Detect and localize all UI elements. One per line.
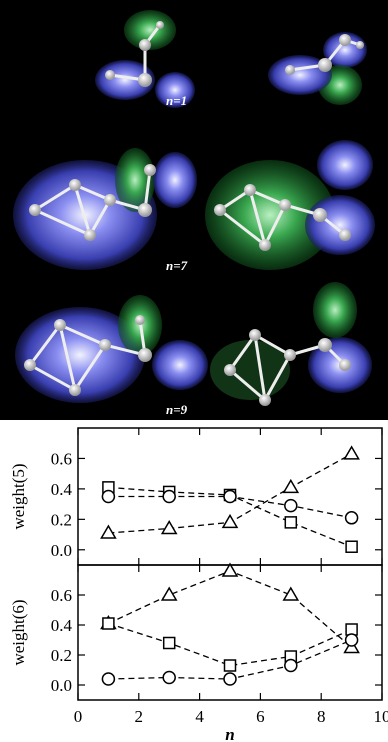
y-tick-label: 0.0 bbox=[51, 676, 72, 695]
circle-marker bbox=[346, 512, 358, 524]
triangle-marker bbox=[345, 447, 359, 459]
series-line bbox=[108, 624, 351, 666]
triangle-marker bbox=[284, 588, 298, 600]
y-tick-label: 0.0 bbox=[51, 541, 72, 560]
image-label: n=1 bbox=[166, 93, 187, 108]
series-line bbox=[108, 571, 351, 648]
triangle-marker bbox=[284, 480, 298, 492]
y-tick-label: 0.4 bbox=[51, 480, 73, 499]
y-tick-label: 0.6 bbox=[51, 586, 72, 605]
triangle-marker bbox=[223, 515, 237, 527]
circle-marker bbox=[102, 491, 114, 503]
figure: n=1 n=7 n=9 0.0 0.2 0.4 0.6 weight(5) 0.0 0.2 0… bbox=[0, 0, 388, 742]
circle-marker bbox=[285, 660, 297, 672]
triangle-marker bbox=[162, 588, 176, 600]
x-tick-label: 6 bbox=[256, 707, 265, 726]
image-label: n=7 bbox=[166, 258, 188, 273]
circle-marker bbox=[102, 673, 114, 685]
x-tick-label: 0 bbox=[74, 707, 83, 726]
y-axis-label: weight(5) bbox=[9, 463, 28, 529]
y-tick-label: 0.2 bbox=[51, 510, 72, 529]
square-marker bbox=[346, 541, 357, 552]
square-marker bbox=[225, 660, 236, 671]
square-marker bbox=[285, 517, 296, 528]
y-tick-label: 0.6 bbox=[51, 449, 72, 468]
x-tick-label: 4 bbox=[195, 707, 204, 726]
y-axis-label: weight(6) bbox=[9, 599, 28, 665]
y-tick-label: 0.2 bbox=[51, 646, 72, 665]
x-tick-label: 2 bbox=[135, 707, 144, 726]
square-marker bbox=[164, 638, 175, 649]
y-tick-label: 0.4 bbox=[51, 616, 73, 635]
circle-marker bbox=[346, 634, 358, 646]
circle-marker bbox=[163, 672, 175, 684]
triangle-marker bbox=[223, 564, 237, 576]
image-label: n=9 bbox=[166, 402, 188, 417]
circle-marker bbox=[163, 491, 175, 503]
circle-marker bbox=[224, 491, 236, 503]
x-axis-label: n bbox=[225, 725, 234, 742]
circle-marker bbox=[285, 500, 297, 512]
circle-marker bbox=[224, 673, 236, 685]
square-marker bbox=[103, 618, 114, 629]
x-tick-label: 10 bbox=[374, 707, 388, 726]
x-tick-label: 8 bbox=[317, 707, 326, 726]
